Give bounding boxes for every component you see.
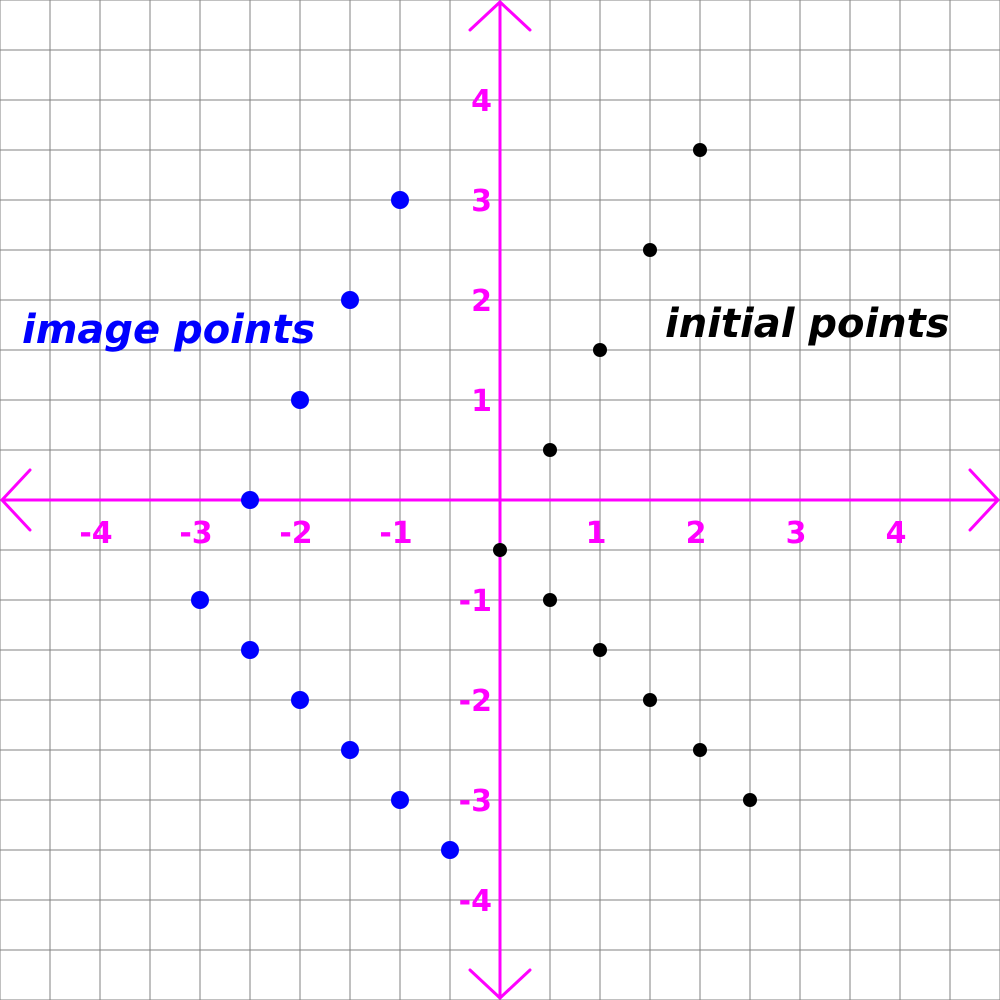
image-point bbox=[191, 591, 209, 609]
data-points bbox=[191, 143, 757, 859]
y-axis-bottom-arrow bbox=[468, 968, 532, 1000]
image-point bbox=[291, 391, 309, 409]
x-tick-label: 4 bbox=[886, 516, 907, 551]
x-tick-label: 1 bbox=[586, 516, 607, 551]
y-tick-label: 3 bbox=[471, 184, 492, 219]
y-tick-label: -4 bbox=[459, 884, 492, 919]
x-tick-label: -3 bbox=[179, 516, 212, 551]
tick-labels: -4 -3 -2 -1 1 2 3 4 -4 -3 -2 -1 1 2 3 4 bbox=[79, 84, 906, 919]
legend-image-points: image points bbox=[22, 307, 315, 353]
initial-point bbox=[543, 593, 557, 607]
y-tick-label: 1 bbox=[471, 384, 492, 419]
y-axis-top-arrow bbox=[468, 0, 532, 32]
initial-point bbox=[643, 693, 657, 707]
image-point bbox=[341, 741, 359, 759]
x-tick-label: -4 bbox=[79, 516, 112, 551]
x-tick-label: -1 bbox=[379, 516, 412, 551]
initial-point bbox=[743, 793, 757, 807]
initial-point bbox=[693, 143, 707, 157]
x-tick-label: 3 bbox=[786, 516, 807, 551]
y-tick-label: -3 bbox=[459, 784, 492, 819]
image-point bbox=[241, 641, 259, 659]
initial-point bbox=[643, 243, 657, 257]
image-point bbox=[291, 691, 309, 709]
y-tick-label: 4 bbox=[471, 84, 492, 119]
y-tick-label: -2 bbox=[459, 684, 492, 719]
image-point bbox=[391, 791, 409, 809]
image-point bbox=[341, 291, 359, 309]
image-point bbox=[391, 191, 409, 209]
x-tick-label: 2 bbox=[686, 516, 707, 551]
image-point bbox=[241, 491, 259, 509]
legend-initial-points: initial points bbox=[665, 301, 950, 347]
initial-point bbox=[493, 543, 507, 557]
y-tick-label: 2 bbox=[471, 284, 492, 319]
image-point bbox=[441, 841, 459, 859]
x-axis-right-arrow bbox=[968, 468, 1000, 532]
x-axis-left-arrow bbox=[0, 468, 32, 532]
y-tick-label: -1 bbox=[459, 584, 492, 619]
initial-point bbox=[593, 343, 607, 357]
initial-point bbox=[593, 643, 607, 657]
x-tick-label: -2 bbox=[279, 516, 312, 551]
initial-point bbox=[543, 443, 557, 457]
initial-point bbox=[693, 743, 707, 757]
